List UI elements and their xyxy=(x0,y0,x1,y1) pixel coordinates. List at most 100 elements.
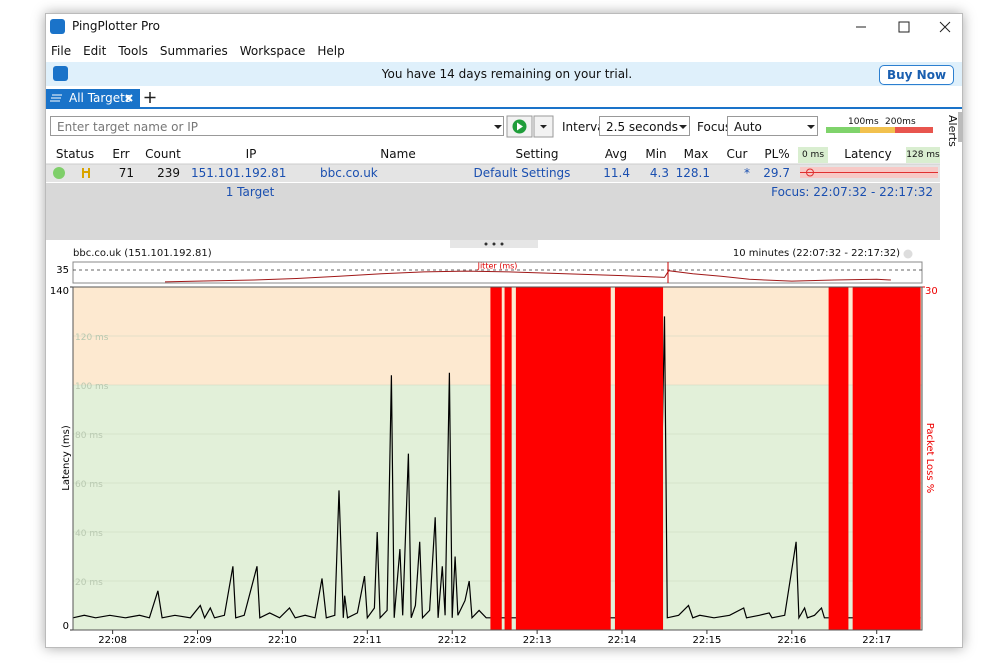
loss-bar xyxy=(614,287,664,630)
scale-label: 200ms xyxy=(885,117,916,127)
dropdown-arrow xyxy=(540,125,547,129)
window-title: PingPlotter Pro xyxy=(72,19,161,33)
grid-label: 80 ms xyxy=(75,431,103,441)
y2-tick-label: 30 xyxy=(925,286,938,297)
focus-label: Focus xyxy=(697,120,732,134)
column-header[interactable]: Cur xyxy=(726,147,748,161)
tab-underline xyxy=(46,107,962,109)
grid-label: 100 ms xyxy=(75,382,109,392)
dropdown-arrow xyxy=(679,125,687,129)
loss-bar xyxy=(828,287,849,630)
scale-bad xyxy=(895,127,933,133)
play-glyph xyxy=(517,122,523,131)
column-header[interactable]: PL% xyxy=(764,147,790,161)
graph-range[interactable]: 10 minutes (22:07:32 - 22:17:32) xyxy=(732,248,900,259)
table-footer xyxy=(46,183,940,240)
route-icon xyxy=(82,168,90,178)
column-header[interactable]: Avg xyxy=(604,147,628,161)
target-input[interactable]: Enter target name or IP xyxy=(50,116,504,136)
x-tick-label: 22:11 xyxy=(353,635,382,646)
menu-item[interactable]: Help xyxy=(317,44,345,58)
latency-max: 128 ms xyxy=(906,147,940,163)
column-header[interactable]: Count xyxy=(145,147,181,161)
y2-axis-label: Packet Loss % xyxy=(924,423,935,494)
cell-setting: Default Settings xyxy=(473,166,571,180)
menu-item[interactable]: Edit xyxy=(83,44,107,58)
cell-avg: 11.4 xyxy=(603,166,630,180)
column-header[interactable]: IP xyxy=(245,147,257,161)
trial-bar xyxy=(46,62,962,86)
dropdown-arrow xyxy=(807,125,815,129)
column-header[interactable]: Setting xyxy=(515,147,559,161)
x-tick-label: 22:08 xyxy=(98,635,127,646)
splitter-dot xyxy=(484,242,488,246)
scale-label: 100ms xyxy=(848,117,879,127)
x-tick-label: 22:12 xyxy=(438,635,467,646)
cell-min: 4.3 xyxy=(649,166,669,180)
splitter-dot xyxy=(500,242,504,246)
plot-border xyxy=(72,286,923,631)
column-header[interactable]: Latency xyxy=(844,147,892,161)
loss-bar xyxy=(504,287,512,630)
menu-item[interactable]: File xyxy=(51,44,72,58)
alerts-tab[interactable]: Alerts xyxy=(946,115,959,147)
maximize-button[interactable] xyxy=(898,21,910,33)
trial-icon xyxy=(53,66,68,81)
y-tick-label: 0 xyxy=(63,621,69,632)
cell-max: 128.1 xyxy=(675,166,710,180)
latency-min: 0 ms xyxy=(798,147,828,163)
status-icon xyxy=(53,167,65,179)
tab-close[interactable] xyxy=(125,94,133,102)
x-tick-label: 22:15 xyxy=(693,635,722,646)
splitter-dot xyxy=(492,242,496,246)
trial-message: You have 14 days remaining on your trial… xyxy=(381,67,633,81)
x-tick-label: 22:16 xyxy=(777,635,806,646)
scrollbar[interactable] xyxy=(958,112,962,142)
buy-button[interactable]: Buy Now xyxy=(879,65,954,85)
jitter-label: Jitter (ms) xyxy=(477,262,518,271)
target-count: 1 Target xyxy=(225,185,275,199)
app-icon xyxy=(50,19,65,34)
menu-item[interactable]: Workspace xyxy=(239,44,306,58)
loss-bar xyxy=(490,287,502,630)
x-tick-label: 22:14 xyxy=(608,635,637,646)
column-header[interactable]: Err xyxy=(112,147,130,161)
range-dropdown[interactable] xyxy=(903,249,913,259)
grid-label: 60 ms xyxy=(75,480,103,490)
grid-label: 40 ms xyxy=(75,529,103,539)
latency-line xyxy=(72,316,921,620)
menu-bar: File Edit Tools Summaries Workspace Help xyxy=(51,44,345,58)
graph-title: bbc.co.uk (151.101.192.81) xyxy=(73,248,212,259)
jitter-line xyxy=(164,270,891,283)
column-header[interactable]: Min xyxy=(645,147,667,161)
menu-item[interactable]: Summaries xyxy=(159,44,228,58)
scale-good xyxy=(826,127,860,133)
grid-label: 20 ms xyxy=(75,578,103,588)
scale-warn xyxy=(860,127,895,133)
cell-err: 71 xyxy=(118,166,134,180)
y-tick-label: 140 xyxy=(50,286,69,297)
x-tick-label: 22:13 xyxy=(523,635,552,646)
focus-select[interactable]: Auto xyxy=(727,116,818,136)
loss-bar xyxy=(852,287,921,630)
latency-marker xyxy=(806,168,814,177)
column-header[interactable]: Max xyxy=(683,147,709,161)
column-header[interactable]: Name xyxy=(380,147,416,161)
menu-item[interactable]: Tools xyxy=(118,44,148,58)
y-axis-label: Latency (ms) xyxy=(61,425,72,491)
tab-label: All Targets xyxy=(69,91,132,105)
tab[interactable] xyxy=(46,89,140,108)
dropdown-arrow[interactable] xyxy=(494,125,502,129)
add-tab[interactable] xyxy=(144,92,156,103)
x-tick-label: 22:09 xyxy=(183,635,212,646)
interval-select[interactable]: 2.5 seconds xyxy=(599,116,690,136)
column-header[interactable]: Status xyxy=(55,147,95,161)
x-tick-label: 22:10 xyxy=(268,635,297,646)
close-button[interactable] xyxy=(939,21,951,33)
table-row[interactable] xyxy=(46,164,940,182)
focus-range: Focus: 22:07:32 - 22:17:32 xyxy=(771,185,933,199)
cell-pl: 29.7 xyxy=(763,166,790,180)
